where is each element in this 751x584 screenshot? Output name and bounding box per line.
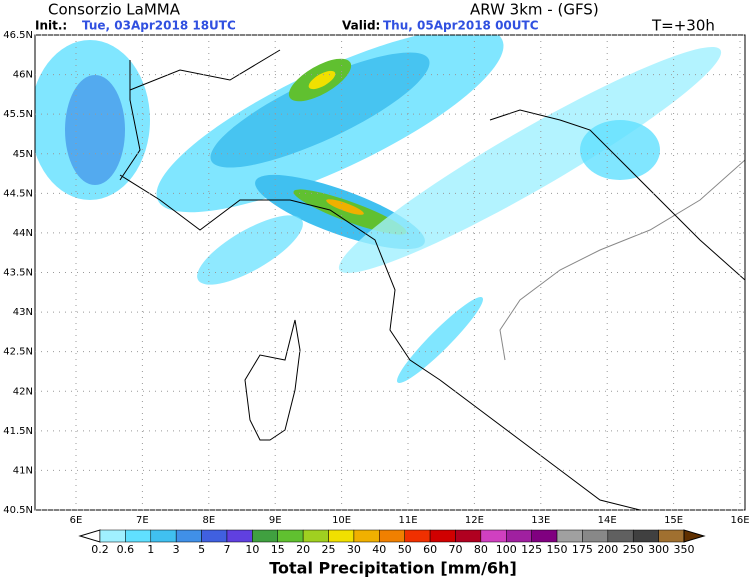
precip-area xyxy=(308,70,336,90)
precip-area xyxy=(210,52,430,168)
colorbar-label: 1 xyxy=(147,543,154,556)
lat-label: 43.5N xyxy=(3,268,33,279)
colorbar-label: 30 xyxy=(347,543,361,556)
colorbar-label: 15 xyxy=(271,543,285,556)
coastline xyxy=(489,109,745,281)
colorbar-box xyxy=(429,529,456,543)
colorbar-arrow xyxy=(683,529,706,543)
precip-area xyxy=(338,46,722,274)
colorbar-label: 70 xyxy=(448,543,462,556)
coastlines xyxy=(119,49,745,510)
corsica xyxy=(244,319,301,441)
lat-label: 42.5N xyxy=(3,347,33,358)
map xyxy=(34,34,746,511)
precip-area xyxy=(396,296,484,384)
lat-label: 46.5N xyxy=(3,30,33,41)
lon-label: 14E xyxy=(598,515,617,526)
colorbar-box xyxy=(302,529,329,543)
colorbar-box xyxy=(226,529,253,543)
colorbar-label: 10 xyxy=(245,543,259,556)
lon-label: 9E xyxy=(269,515,282,526)
colorbar-box xyxy=(556,529,583,543)
colorbar-label: 125 xyxy=(521,543,542,556)
lon-label: 8E xyxy=(202,515,215,526)
lon-label: 10E xyxy=(332,515,351,526)
precip-area xyxy=(197,215,303,285)
colorbar-label: 3 xyxy=(173,543,180,556)
colorbar-box xyxy=(632,529,659,543)
lat-label: 42N xyxy=(13,386,33,397)
colorbar-label: 60 xyxy=(423,543,437,556)
colorbar-box xyxy=(455,529,482,543)
colorbar-box xyxy=(99,529,126,543)
lon-label: 13E xyxy=(531,515,550,526)
lon-label: 12E xyxy=(465,515,484,526)
colorbar-box xyxy=(607,529,634,543)
model: ARW 3km - (GFS) xyxy=(470,1,599,19)
colorbar-label: 175 xyxy=(572,543,593,556)
lon-label: 6E xyxy=(70,515,83,526)
lon-label: 16E xyxy=(730,515,749,526)
precip-area xyxy=(65,75,125,185)
valid-label: Valid: xyxy=(342,19,380,33)
colorbar-box xyxy=(277,529,304,543)
colorbar-label: 350 xyxy=(674,543,695,556)
colorbar-box xyxy=(353,529,380,543)
forecast-time: T=+30h xyxy=(651,17,715,35)
colorbar-label: 150 xyxy=(547,543,568,556)
lat-label: 44N xyxy=(13,228,33,239)
lat-label: 45N xyxy=(13,149,33,160)
colorbar-title: Total Precipitation [mm/6h] xyxy=(269,559,517,578)
colorbar-label: 100 xyxy=(496,543,517,556)
colorbar-box xyxy=(328,529,355,543)
colorbar-box xyxy=(125,529,152,543)
colorbar-label: 0.2 xyxy=(91,543,109,556)
init-label: Init.: xyxy=(35,19,67,33)
precipitation-field xyxy=(35,35,722,384)
lon-label: 11E xyxy=(398,515,417,526)
colorbar-label: 25 xyxy=(322,543,336,556)
init-value: Tue, 03Apr2018 18UTC xyxy=(82,19,236,33)
colorbar-label: 50 xyxy=(398,543,412,556)
colorbar-box xyxy=(658,529,685,543)
border xyxy=(119,49,281,181)
lat-label: 41N xyxy=(13,465,33,476)
precip-area xyxy=(580,120,660,180)
colorbar-label: 250 xyxy=(623,543,644,556)
colorbar-label: 40 xyxy=(372,543,386,556)
colorbar-box xyxy=(506,529,532,543)
title: Consorzio LaMMA xyxy=(48,1,181,19)
colorbar-box xyxy=(379,529,405,543)
lat-label: 43N xyxy=(13,307,33,318)
colorbar-box xyxy=(480,529,507,543)
coastline xyxy=(119,174,641,510)
colorbar-box xyxy=(175,529,202,543)
colorbar-label: 300 xyxy=(648,543,669,556)
lon-label: 7E xyxy=(136,515,149,526)
colorbar-label: 20 xyxy=(296,543,310,556)
colorbar-box xyxy=(404,529,431,543)
colorbar-label: 7 xyxy=(223,543,230,556)
precip-area xyxy=(326,199,364,215)
valid-value: Thu, 05Apr2018 00UTC xyxy=(383,19,539,33)
lat-label: 40.5N xyxy=(3,505,33,516)
lon-label: 15E xyxy=(664,515,683,526)
colorbar-label: 0.6 xyxy=(117,543,135,556)
lat-label: 46N xyxy=(13,70,33,81)
lat-label: 44.5N xyxy=(3,188,33,199)
colorbar-box xyxy=(252,529,278,543)
colorbar-label: 80 xyxy=(474,543,488,556)
colorbar-box xyxy=(201,529,228,543)
colorbar-box xyxy=(531,529,558,543)
colorbar-label: 5 xyxy=(198,543,205,556)
lat-label: 45.5N xyxy=(3,109,33,120)
colorbar-box xyxy=(582,529,609,543)
colorbar-label: 200 xyxy=(597,543,618,556)
coastline xyxy=(499,159,745,361)
colorbar-box xyxy=(150,529,177,543)
lat-label: 41.5N xyxy=(3,426,33,437)
